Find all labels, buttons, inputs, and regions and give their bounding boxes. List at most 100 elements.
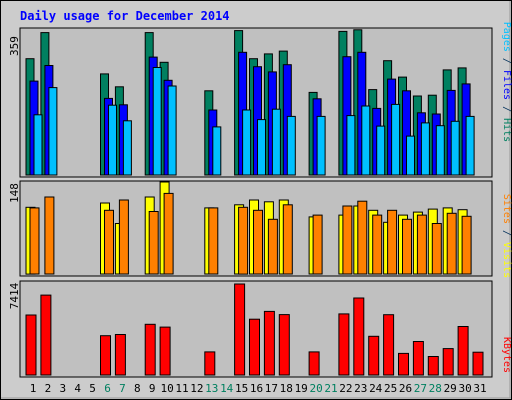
bar-kbytes-kbytes-day-20 xyxy=(308,351,320,376)
legend-separator: / xyxy=(501,100,512,118)
legend-kbytes: KBytes xyxy=(501,337,512,373)
bar-kbytes-kbytes-day-2 xyxy=(40,294,52,376)
bar-visits-sites-day-6 xyxy=(104,209,114,275)
day-label-16: 16 xyxy=(250,382,263,395)
bar-kbytes-kbytes-day-27 xyxy=(412,341,424,376)
legend-visits: Visits xyxy=(501,242,512,278)
panel-kbytes-bars xyxy=(25,283,484,376)
day-label-17: 17 xyxy=(265,382,278,395)
day-label-30: 30 xyxy=(458,382,471,395)
day-label-15: 15 xyxy=(235,382,248,395)
bar-hits-pages-day-9 xyxy=(152,67,162,176)
bar-visits-sites-day-25 xyxy=(387,209,398,275)
bar-hits-pages-day-10 xyxy=(167,85,177,176)
day-label-21: 21 xyxy=(324,382,337,395)
bar-hits-pages-day-25 xyxy=(391,103,401,176)
bar-kbytes-kbytes-day-24 xyxy=(368,335,380,376)
day-label-6: 6 xyxy=(104,382,111,395)
bar-hits-pages-day-20 xyxy=(316,115,326,176)
bar-visits-sites-day-22 xyxy=(342,205,353,275)
bar-visits-sites-day-30 xyxy=(461,215,472,275)
legend-sites: Sites xyxy=(501,194,512,224)
bar-hits-pages-day-24 xyxy=(376,125,386,176)
bar-hits-pages-day-29 xyxy=(450,120,460,176)
day-label-12: 12 xyxy=(190,382,203,395)
panel-kbytes-legend: KBytes xyxy=(501,337,512,373)
bar-kbytes-kbytes-day-31 xyxy=(472,351,484,376)
day-label-8: 8 xyxy=(134,382,141,395)
panel-hits: 359 Pages / Files / Hits xyxy=(8,22,512,178)
panel-visits: 148 Sites / Visits xyxy=(8,180,512,278)
panel-visits-legend: Sites / Visits xyxy=(501,194,512,278)
bar-hits-pages-day-18 xyxy=(286,115,296,176)
panel-hits-max-label: 359 xyxy=(8,36,21,56)
day-label-13: 13 xyxy=(205,382,218,395)
day-label-7: 7 xyxy=(119,382,126,395)
day-label-26: 26 xyxy=(399,382,412,395)
bar-hits-pages-day-7 xyxy=(122,120,132,176)
bar-visits-sites-day-16 xyxy=(253,209,263,275)
chart-title: Daily usage for December 2014 xyxy=(20,9,230,23)
bar-kbytes-kbytes-day-28 xyxy=(427,356,439,376)
day-label-25: 25 xyxy=(384,382,397,395)
bar-visits-sites-day-1 xyxy=(29,207,40,275)
bar-kbytes-kbytes-day-29 xyxy=(442,348,454,376)
day-label-14: 14 xyxy=(220,382,234,395)
day-label-19: 19 xyxy=(295,382,308,395)
bar-kbytes-kbytes-day-23 xyxy=(353,297,365,376)
bar-hits-pages-day-30 xyxy=(465,115,475,176)
bar-visits-sites-day-13 xyxy=(208,207,219,275)
bar-hits-pages-day-17 xyxy=(271,108,281,176)
bar-visits-sites-day-29 xyxy=(446,212,457,275)
bar-kbytes-kbytes-day-1 xyxy=(25,314,37,376)
bar-hits-pages-day-6 xyxy=(108,104,117,176)
bar-kbytes-kbytes-day-9 xyxy=(144,323,156,376)
day-label-2: 2 xyxy=(45,382,52,395)
panel-visits-bars xyxy=(25,181,472,275)
bar-visits-sites-day-7 xyxy=(118,199,129,275)
day-label-24: 24 xyxy=(369,382,383,395)
bar-visits-sites-day-27 xyxy=(416,214,427,275)
bar-hits-pages-day-28 xyxy=(435,125,445,176)
day-label-5: 5 xyxy=(89,382,96,395)
bar-hits-pages-day-13 xyxy=(212,126,222,176)
day-label-9: 9 xyxy=(149,382,156,395)
bar-kbytes-kbytes-day-7 xyxy=(114,334,126,376)
legend-separator: / xyxy=(501,224,512,242)
day-label-1: 1 xyxy=(30,382,37,395)
bar-visits-sites-day-2 xyxy=(44,196,55,275)
bar-kbytes-kbytes-day-18 xyxy=(278,314,290,376)
bar-hits-pages-day-2 xyxy=(48,87,58,176)
bar-kbytes-kbytes-day-17 xyxy=(263,310,275,376)
legend-separator: / xyxy=(501,52,512,70)
day-label-20: 20 xyxy=(309,382,322,395)
legend-hits: Hits xyxy=(501,118,512,142)
day-label-28: 28 xyxy=(429,382,442,395)
bar-visits-sites-day-18 xyxy=(282,204,293,275)
bar-kbytes-kbytes-day-6 xyxy=(100,335,111,376)
bar-visits-sites-day-24 xyxy=(372,214,383,275)
day-label-22: 22 xyxy=(339,382,352,395)
x-axis-day-labels: 1 2 3 4 5 6 7 8 9 10 11 12 13 14 15 16 17 18 19 20 21 22 23 24 2… xyxy=(30,382,487,395)
bar-hits-pages-day-15 xyxy=(242,109,252,176)
bar-kbytes-kbytes-day-15 xyxy=(234,283,246,376)
bar-hits-pages-day-1 xyxy=(33,114,43,176)
day-label-29: 29 xyxy=(444,382,457,395)
legend-files: Files xyxy=(501,70,512,100)
bar-kbytes-kbytes-day-25 xyxy=(383,314,395,376)
bar-kbytes-kbytes-day-10 xyxy=(159,326,171,376)
bar-visits-sites-day-26 xyxy=(402,218,412,275)
day-label-11: 11 xyxy=(175,382,188,395)
bar-kbytes-kbytes-day-22 xyxy=(338,313,350,376)
day-label-18: 18 xyxy=(280,382,293,395)
bar-kbytes-kbytes-day-13 xyxy=(204,351,216,376)
bar-hits-pages-day-22 xyxy=(346,115,356,176)
day-label-3: 3 xyxy=(59,382,66,395)
bar-hits-pages-day-16 xyxy=(257,119,266,176)
panel-hits-legend: Pages / Files / Hits xyxy=(501,22,512,142)
legend-pages: Pages xyxy=(501,22,512,52)
panel-visits-max-label: 148 xyxy=(8,183,21,203)
bar-kbytes-kbytes-day-26 xyxy=(398,352,409,376)
bar-visits-sites-day-17 xyxy=(267,218,278,275)
